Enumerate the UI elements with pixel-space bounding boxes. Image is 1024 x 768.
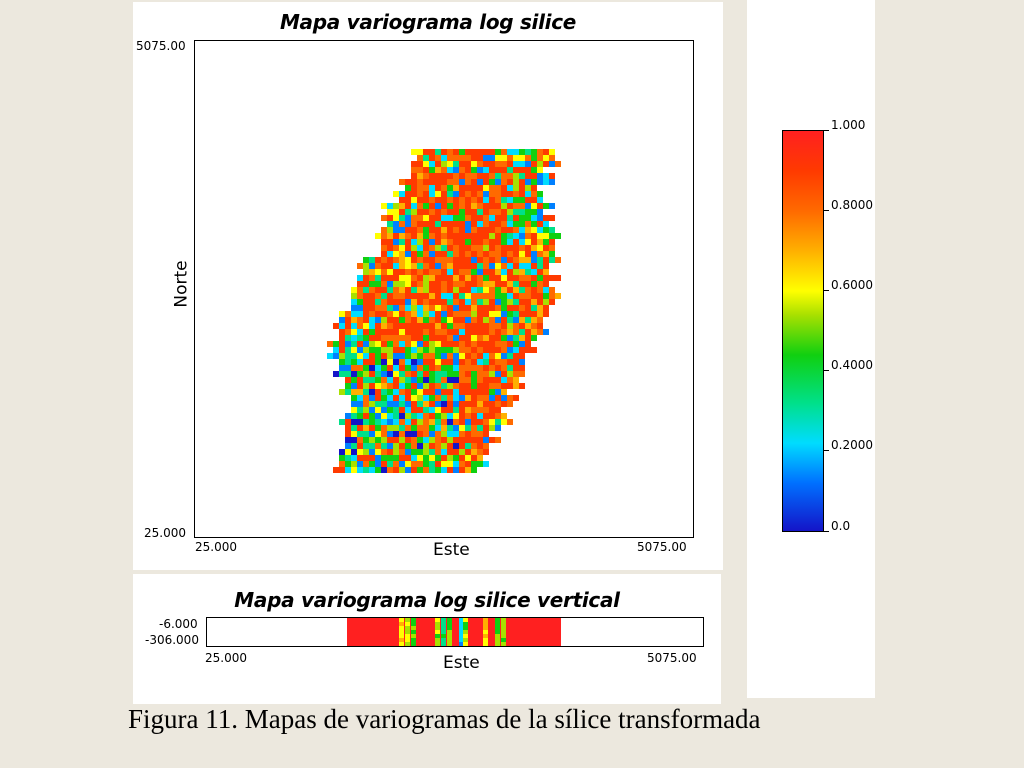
vertical-y-bottom-tick-label: -306.000 <box>145 633 199 647</box>
colorbar-label: 0.2000 <box>831 438 873 452</box>
vertical-variogram-panel: Mapa variograma log silice vertical -6.0… <box>133 574 721 704</box>
main-map-frame <box>194 40 694 538</box>
vertical-x-max-tick-label: 5075.00 <box>647 651 697 665</box>
colorbar <box>782 130 824 532</box>
vertical-x-axis-label: Este <box>443 653 480 673</box>
colorbar-label: 0.4000 <box>831 358 873 372</box>
x-axis-label: Este <box>433 540 470 560</box>
colorbar-tick <box>824 290 829 291</box>
y-axis-label: Norte <box>171 260 192 308</box>
x-max-tick-label: 5075.00 <box>637 540 687 554</box>
vertical-map-frame <box>206 617 704 647</box>
colorbar-tick <box>824 531 829 532</box>
y-max-tick-label: 5075.00 <box>136 39 186 53</box>
vertical-variogram-heatmap <box>347 618 561 646</box>
vertical-x-min-tick-label: 25.000 <box>205 651 247 665</box>
colorbar-tick <box>824 210 829 211</box>
x-min-tick-label: 25.000 <box>195 540 237 554</box>
main-variogram-heatmap <box>327 149 561 473</box>
colorbar-label: 0.6000 <box>831 278 873 292</box>
color-legend-panel: 1.000 0.8000 0.6000 0.4000 0.2000 0.0 <box>747 0 875 698</box>
main-variogram-panel: Mapa variograma log silice 5075.00 25.00… <box>133 2 723 570</box>
figure-caption: Figura 11. Mapas de variogramas de la sí… <box>128 704 761 734</box>
vertical-map-title: Mapa variograma log silice vertical <box>234 588 620 612</box>
colorbar-label: 0.0 <box>831 519 851 533</box>
main-map-title: Mapa variograma log silice <box>279 10 577 34</box>
colorbar-label: 0.8000 <box>831 198 873 212</box>
colorbar-tick <box>824 130 829 131</box>
colorbar-tick <box>824 450 829 451</box>
colorbar-label: 1.000 <box>831 118 866 132</box>
y-min-tick-label: 25.000 <box>144 526 186 540</box>
vertical-y-top-tick-label: -6.000 <box>159 617 198 631</box>
colorbar-tick <box>824 370 829 371</box>
